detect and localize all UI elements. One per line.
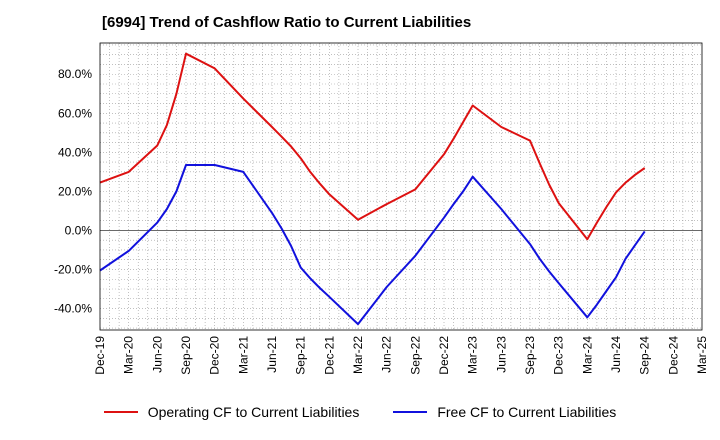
legend-label-operating-cf: Operating CF to Current Liabilities: [147, 404, 360, 420]
x-tick-label: Jun-21: [265, 336, 279, 373]
x-tick-label: Sep-21: [294, 336, 308, 375]
x-tick-label: Sep-22: [408, 336, 422, 375]
y-tick-label: 0.0%: [65, 223, 93, 237]
x-tick-label: Mar-22: [351, 336, 365, 374]
x-tick-label: Mar-20: [122, 336, 136, 374]
y-tick-label: -40.0%: [54, 302, 92, 316]
y-tick-label: 60.0%: [58, 106, 92, 120]
x-tick-label: Dec-20: [208, 336, 222, 375]
y-tick-label: -20.0%: [54, 262, 92, 276]
x-tick-labels: Dec-19 Mar-20 Jun-20 Sep-20 Dec-20 Mar-21 Jun-…: [93, 336, 709, 375]
x-tick-label: Sep-24: [638, 336, 652, 375]
series-layer: [99, 52, 646, 326]
x-tick-label: Dec-24: [666, 336, 680, 375]
legend-label-free-cf: Free CF to Current Liabilities: [437, 404, 617, 420]
x-tick-label: Dec-22: [437, 336, 451, 375]
x-tick-label: Jun-20: [150, 336, 164, 373]
legend-swatch-free-cf: [393, 411, 428, 413]
y-tick-labels: -40.0% -20.0% 0.0% 20.0% 40.0% 60.0% 80.0%: [54, 67, 92, 315]
chart-title: [6994] Trend of Cashflow Ratio to Curren…: [102, 14, 472, 31]
x-tick-label: Dec-19: [93, 336, 107, 375]
grid-layer: [100, 43, 702, 330]
y-tick-label: 20.0%: [58, 184, 92, 198]
legend-item-operating-cf: Operating CF to Current Liabilities: [103, 404, 360, 420]
x-tick-label: Mar-23: [466, 336, 480, 374]
x-tick-label: Sep-20: [179, 336, 193, 375]
x-tick-label: Mar-24: [580, 336, 594, 374]
x-tick-label: Mar-21: [236, 336, 250, 374]
x-tick-label: Dec-21: [322, 336, 336, 375]
legend-swatch-operating-cf: [103, 411, 138, 413]
series-line-operating-cf: [99, 52, 646, 241]
x-tick-label: Jun-23: [494, 336, 508, 373]
x-tick-label: Mar-25: [695, 336, 709, 374]
x-tick-label: Sep-23: [523, 336, 537, 375]
y-tick-label: 40.0%: [58, 145, 92, 159]
y-tick-label: 80.0%: [58, 67, 92, 81]
legend-item-free-cf: Free CF to Current Liabilities: [393, 404, 616, 420]
x-tick-label: Dec-23: [552, 336, 566, 375]
x-tick-label: Jun-22: [380, 336, 394, 373]
plot-frame: [99, 42, 703, 331]
x-tick-label: Jun-24: [609, 336, 623, 373]
legend: Operating CF to Current Liabilities Free…: [0, 404, 720, 420]
series-line-free-cf: [99, 164, 646, 326]
